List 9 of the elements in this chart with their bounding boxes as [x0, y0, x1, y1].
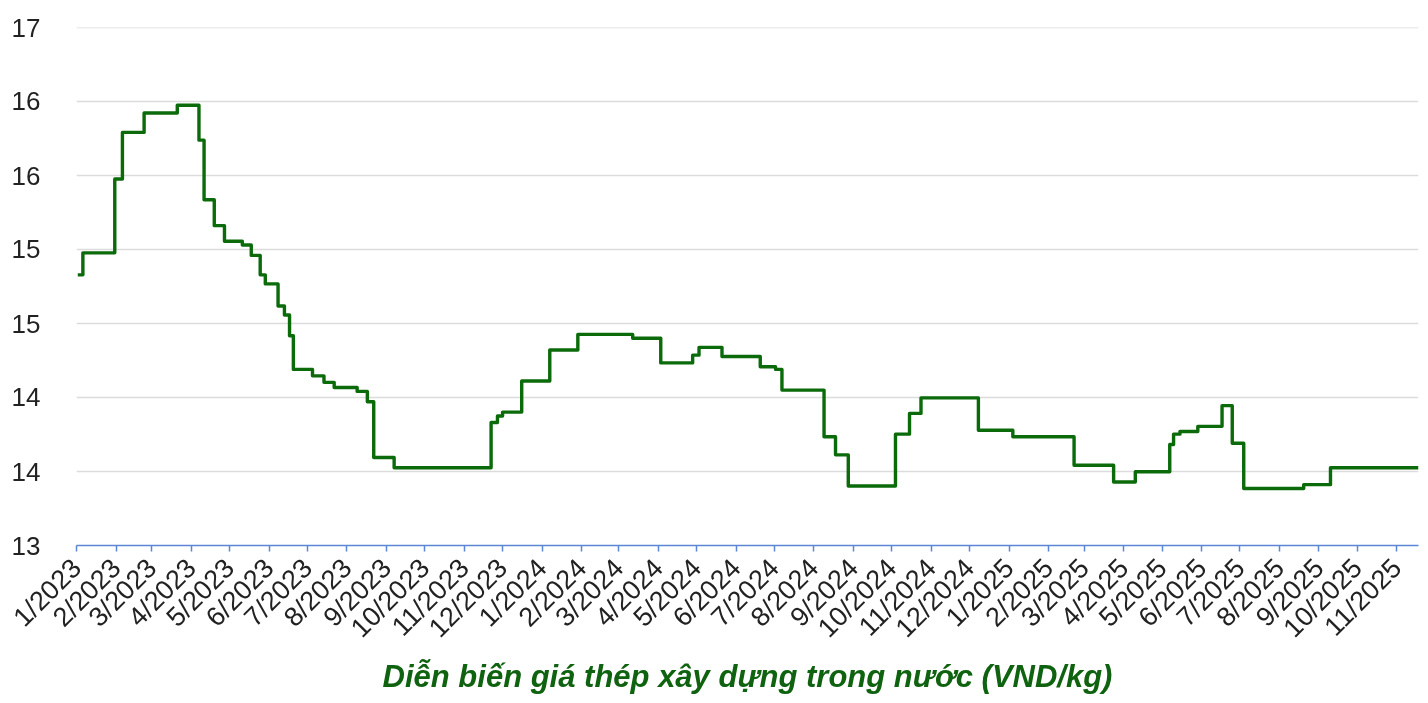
y-tick-label: 14 [11, 456, 41, 487]
y-tick-label: 14 [11, 382, 41, 413]
text: Diễn biến giá thép xây dựng trong nước (VND/kg) [382, 658, 1113, 694]
y-tick-label: 16 [11, 160, 41, 191]
y-tick-label: 15 [11, 234, 41, 265]
y-tick-label: 17 [11, 12, 41, 43]
y-tick-label: 16 [11, 86, 41, 117]
y-tick-label: 13 [11, 530, 41, 561]
y-tick-label: 15 [11, 308, 41, 339]
